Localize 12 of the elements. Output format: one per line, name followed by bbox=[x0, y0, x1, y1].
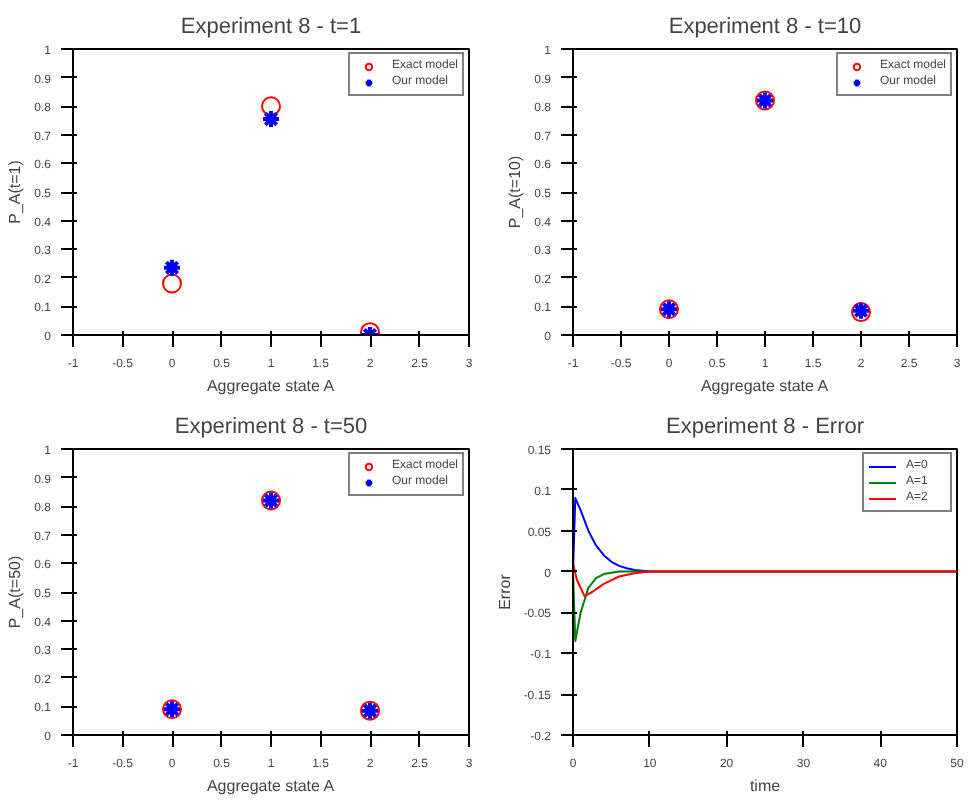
chart-title: Experiment 8 - Error bbox=[665, 415, 865, 439]
chart-title: Experiment 8 - t=1 bbox=[180, 15, 362, 39]
y-axis-title: P_A(t=10) bbox=[506, 155, 525, 229]
x-axis-title: Aggregate state A bbox=[206, 377, 336, 395]
y-axis-title: P_A(t=1) bbox=[6, 159, 25, 224]
chart-title: Experiment 8 - t=50 bbox=[174, 415, 368, 439]
y-axis-title: P_A(t=50) bbox=[6, 555, 25, 629]
x-axis-title: Aggregate state A bbox=[206, 777, 336, 795]
x-axis-title: time bbox=[749, 777, 782, 795]
x-axis-title: Aggregate state A bbox=[700, 377, 830, 395]
y-axis-title: Error bbox=[495, 573, 514, 610]
chart-title: Experiment 8 - t=10 bbox=[668, 15, 862, 39]
